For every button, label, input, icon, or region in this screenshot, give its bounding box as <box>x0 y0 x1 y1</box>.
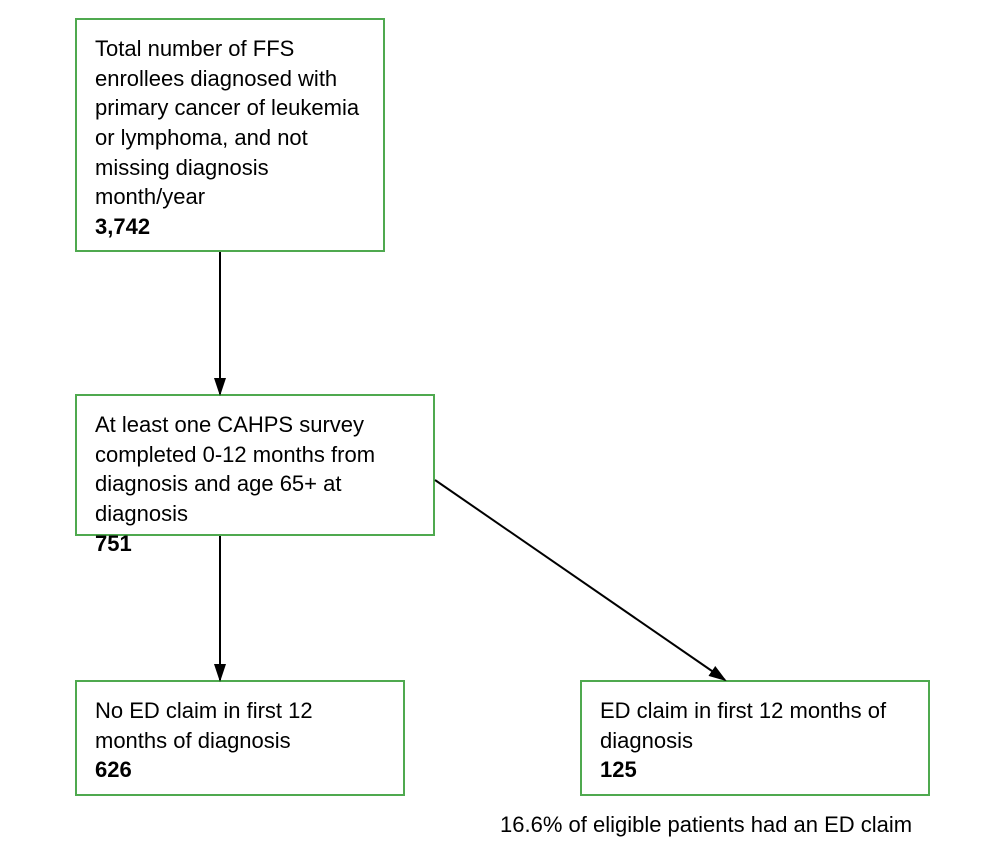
footnote-text: 16.6% of eligible patients had an ED cla… <box>500 812 912 838</box>
flow-node-ed-claim: ED claim in first 12 months of diagnosis… <box>580 680 930 796</box>
node-text: At least one CAHPS survey completed 0-12… <box>95 410 415 529</box>
node-text: Total number of FFS enrollees diagnosed … <box>95 34 365 212</box>
node-value: 3,742 <box>95 212 365 242</box>
flow-node-cahps-survey: At least one CAHPS survey completed 0-12… <box>75 394 435 536</box>
flow-node-total-enrollees: Total number of FFS enrollees diagnosed … <box>75 18 385 252</box>
flow-edge <box>435 480 725 680</box>
node-value: 626 <box>95 755 385 785</box>
node-text: ED claim in first 12 months of diagnosis <box>600 696 910 755</box>
node-value: 125 <box>600 755 910 785</box>
node-value: 751 <box>95 529 415 559</box>
flow-node-no-ed-claim: No ED claim in first 12 months of diagno… <box>75 680 405 796</box>
flowchart-canvas: Total number of FFS enrollees diagnosed … <box>0 0 1000 866</box>
node-text: No ED claim in first 12 months of diagno… <box>95 696 385 755</box>
